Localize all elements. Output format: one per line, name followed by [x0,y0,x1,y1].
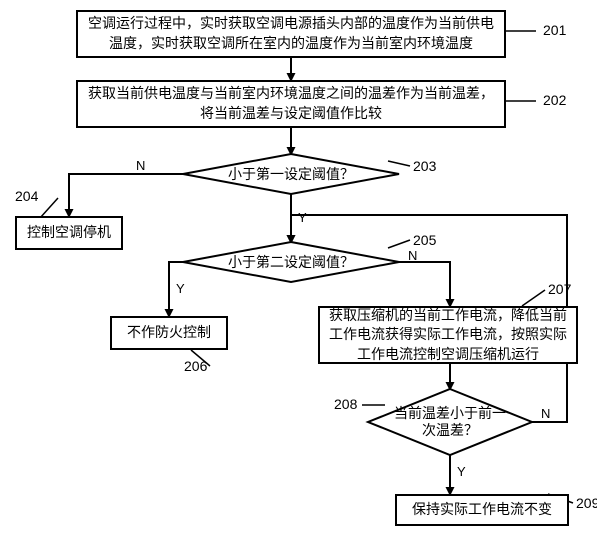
edge-label-8: N [541,406,550,421]
node-d203 [183,154,399,194]
node-n202: 获取当前供电温度与当前室内环境温度之间的温差作为当前温差，将当前温差与设定阈值作… [76,80,506,128]
leader-2 [388,161,410,166]
edge-label-2: N [136,158,145,173]
node-n209: 保持实际工作电流不变 [395,494,569,526]
ref-label-n201: 201 [543,22,566,38]
node-d205 [183,242,399,282]
ref-label-d203: 203 [413,158,436,174]
node-n201: 空调运行过程中，实时获取空调电源插头内部的温度作为当前供电温度，实时获取空调所在… [76,10,506,58]
ref-label-d205: 205 [413,232,436,248]
leader-3 [40,198,58,218]
edge-5 [399,262,450,306]
node-d208 [368,389,532,455]
edge-label-4: Y [176,281,185,296]
edge-label-7: Y [457,464,466,479]
node-n206: 不作防火控制 [110,316,228,350]
leader-6 [522,290,545,306]
edge-label-5: N [408,248,417,263]
edge-2 [69,174,183,216]
ref-label-n202: 202 [543,92,566,108]
leader-4 [388,240,410,248]
ref-label-n204: 204 [15,188,38,204]
ref-label-n207: 207 [548,281,571,297]
edge-label-3: Y [298,210,307,225]
node-n204: 控制空调停机 [15,216,123,250]
node-n207: 获取压缩机的当前工作电流，降低当前工作电流获得实际工作电流，按照实际工作电流控制… [318,306,578,364]
ref-label-n206: 206 [184,358,207,374]
ref-label-n209: 209 [576,495,597,511]
ref-label-d208: 208 [334,396,357,412]
